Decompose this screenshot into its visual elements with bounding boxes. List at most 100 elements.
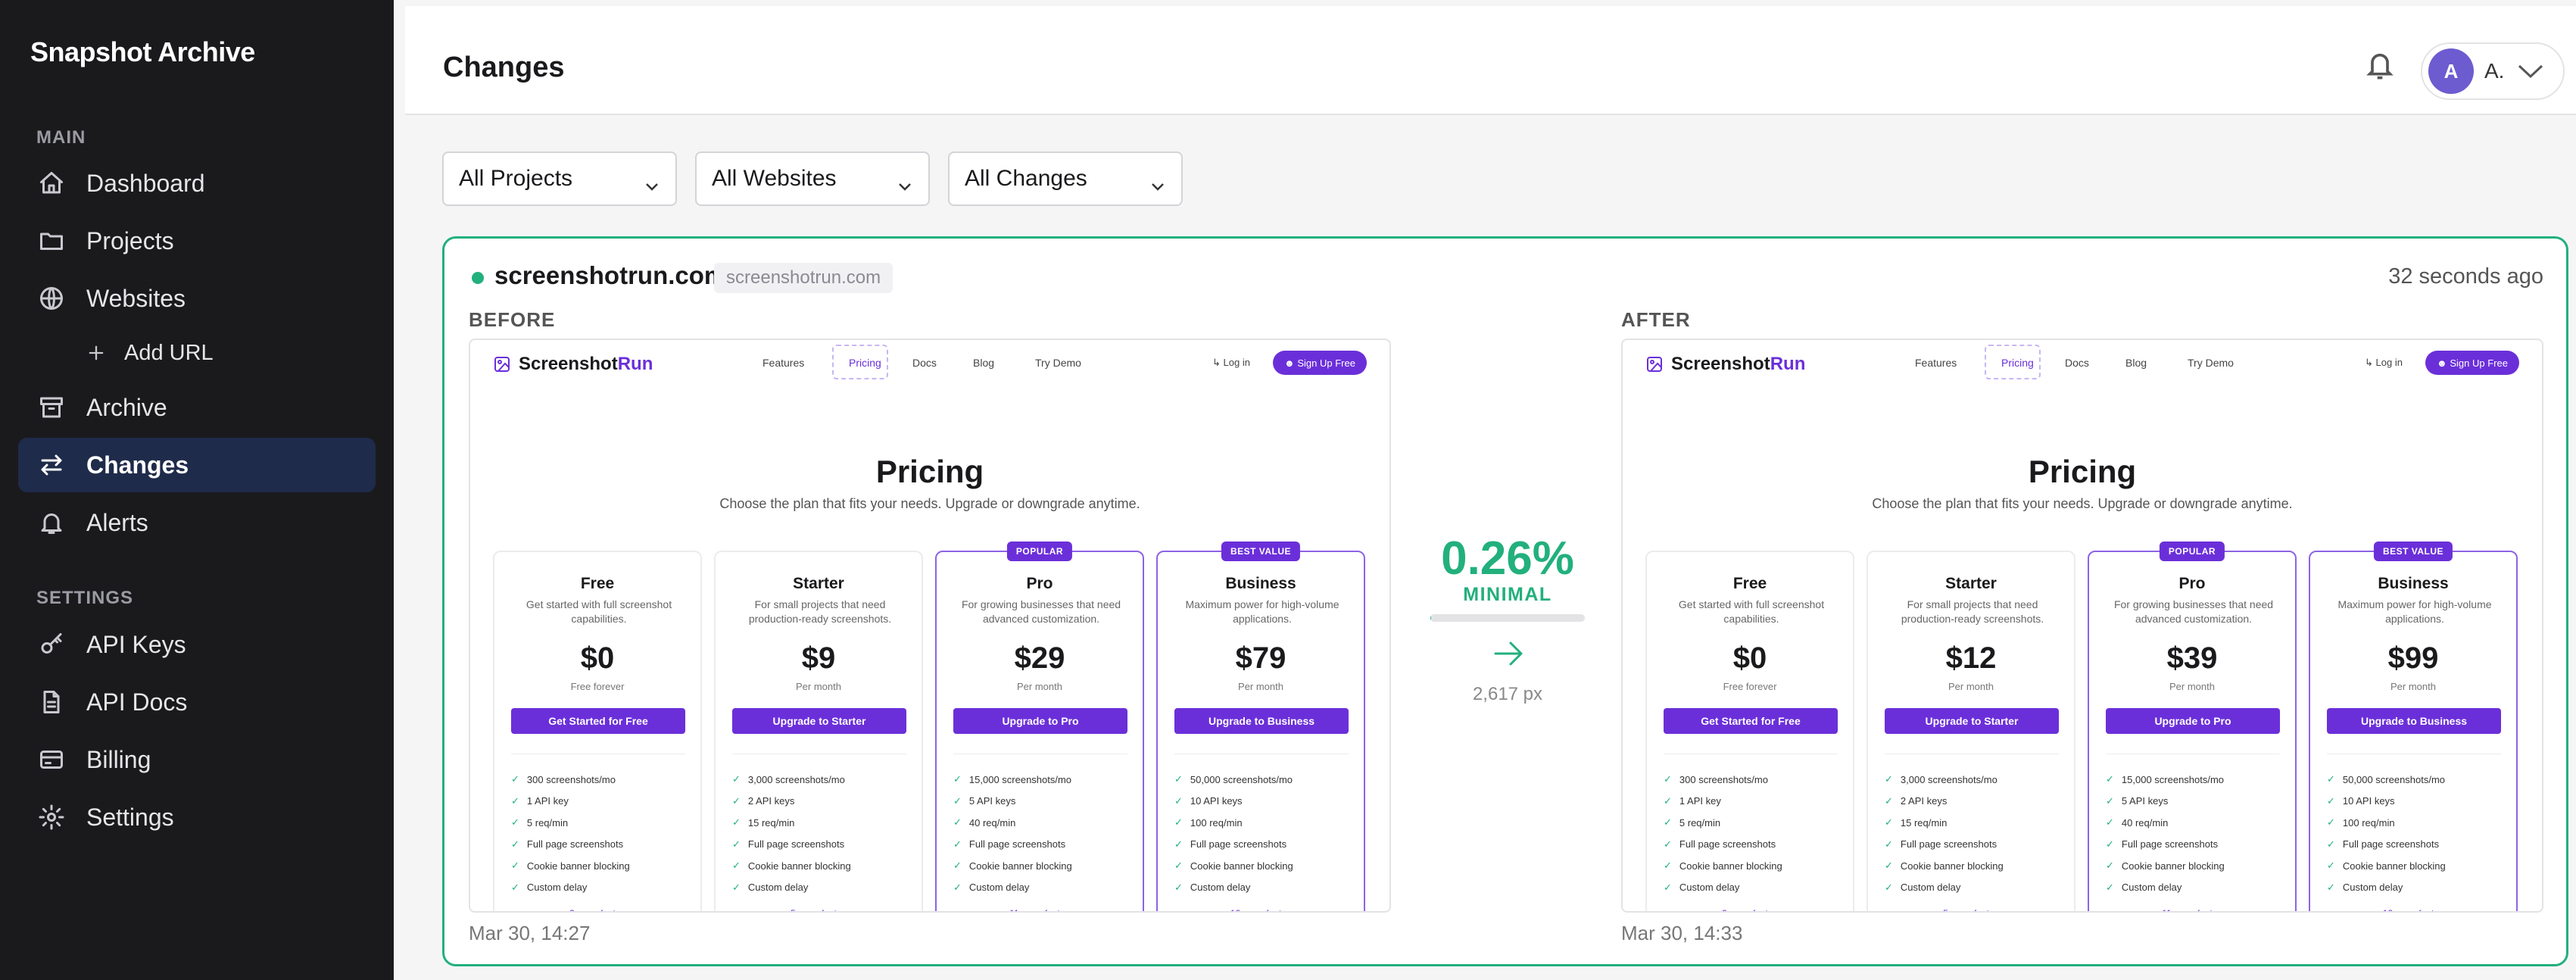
diff-progress-bar [1430,614,1585,622]
plan-feature: ✓ Full page screenshots [732,834,851,856]
chevron-down-icon [898,173,912,191]
top-bar: Changes A A. [405,6,2576,115]
sidebar-item-label: Projects [86,226,174,254]
signup-label: Sign Up Free [1297,357,1355,369]
check-icon: ✓ [1885,860,1893,872]
sidebar-item-label: Alerts [86,508,148,536]
check-icon: ✓ [511,816,519,829]
plan-more-features: + 3 more features [1647,908,1853,911]
plan-feature: ✓ Full page screenshots [2106,834,2225,856]
nav-link: Blog [2125,357,2147,369]
plan-price: $9 [801,641,836,675]
feature-text: Custom delay [1190,882,1251,894]
signup-button: ☻ Sign Up Free [2425,351,2519,375]
plan-feature: ✓ 40 req/min [2106,812,2225,834]
plan-feature: ✓ Custom delay [2106,877,2225,899]
nav-link: Pricing [849,357,881,369]
sidebar-item-label: Websites [86,284,186,312]
check-icon: ✓ [1664,838,1672,850]
nav-link: Pricing [2001,357,2034,369]
website-filter-select[interactable]: All Websites [695,151,930,206]
highlight-box [832,345,888,379]
avatar: A [2428,48,2474,94]
check-icon: ✓ [2327,838,2335,850]
sidebar-item-websites[interactable]: Websites [18,271,376,326]
plan-price: $99 [2387,641,2439,675]
plan-name: Starter [1945,575,1997,592]
plan-feature: ✓ 15 req/min [1885,812,2004,834]
feature-text: Cookie banner blocking [747,860,851,872]
after-screenshot[interactable]: Screenshot Run Features Pricing Docs Blog Try … [1621,339,2543,913]
check-icon: ✓ [1664,773,1672,785]
project-filter-select[interactable]: All Projects [442,151,677,206]
image-icon [1645,355,1664,373]
plan-period: Per month [1948,681,1994,692]
plan-period: Per month [1017,681,1062,692]
plan-description: Get started with full screenshot capabil… [525,598,672,625]
plan-cta-button: Upgrade to Pro [2106,708,2280,734]
feature-text: Cookie banner blocking [1190,860,1293,872]
plan-feature: ✓ Full page screenshots [1885,834,2004,856]
bell-icon [36,507,67,538]
plan-feature: ✓ 15,000 screenshots/mo [2106,769,2225,791]
sidebar-item-projects[interactable]: Projects [18,214,376,268]
plan-feature: ✓ 5 API keys [2106,791,2225,813]
sidebar-item-settings[interactable]: Settings [18,790,376,844]
plan-description: Maximum power for high-volume applicatio… [1185,598,1339,625]
filter-value: All Changes [965,166,1087,191]
chevron-down-icon [645,173,659,191]
feature-text: 15,000 screenshots/mo [2121,773,2225,785]
sidebar-item-archive[interactable]: Archive [18,380,376,435]
before-screenshot[interactable]: Screenshot Run Features Pricing Docs Blog Try … [469,339,1391,913]
plan-feature: ✓ Cookie banner blocking [953,855,1072,877]
nav-link: Docs [912,357,937,369]
plan-price: $12 [1945,641,1997,675]
plan-feature: ✓ Full page screenshots [1664,834,1782,856]
pricing-subheading: Choose the plan that fits your needs. Up… [1872,496,2293,511]
check-icon: ✓ [2106,773,2114,785]
change-filter-select[interactable]: All Changes [948,151,1183,206]
feature-text: Cookie banner blocking [968,860,1072,872]
sidebar-item-api-docs[interactable]: API Docs [18,675,376,729]
feature-text: Custom delay [747,882,809,894]
plan-description: For growing businesses that need advance… [2113,598,2274,625]
site-url-tag: screenshotrun.com [714,263,893,293]
diff-severity: MINIMAL [1463,584,1552,605]
sidebar-item-changes[interactable]: Changes [18,438,376,492]
plan-feature: ✓ Custom delay [1174,877,1293,899]
check-icon: ✓ [511,773,519,785]
sidebar-item-api-keys[interactable]: API Keys [18,617,376,672]
check-icon: ✓ [1885,794,1893,807]
check-icon: ✓ [732,838,741,850]
check-icon: ✓ [1664,860,1672,872]
sidebar-item-label: API Docs [86,688,188,716]
change-card[interactable]: screenshotrun.com screenshotrun.com 32 s… [442,236,2568,966]
plan-feature-list: ✓ 50,000 screenshots/mo ✓ 10 API keys ✓ 100 r… [2327,769,2446,898]
sidebar-item-label: Changes [86,451,189,479]
plan-name: Free [1732,575,1767,592]
sidebar-item-alerts[interactable]: Alerts [18,495,376,550]
credit-card-icon [36,744,67,775]
sidebar-item-label: Archive [86,393,167,421]
feature-text: Cookie banner blocking [1900,860,2004,872]
plan-feature: ✓ 300 screenshots/mo [511,769,630,791]
plan-description: For growing businesses that need advance… [961,598,1121,625]
sidebar-item-add-url[interactable]: Add URL [67,326,376,380]
plan-feature: ✓ 15,000 screenshots/mo [953,769,1072,791]
feature-text: 3,000 screenshots/mo [1900,773,1997,785]
notifications-bell-icon[interactable] [2365,48,2395,83]
plan-feature: ✓ 100 req/min [1174,812,1293,834]
pricing-plan-card: POPULAR Pro For growing businesses that ne… [935,541,1144,911]
sidebar-item-billing[interactable]: Billing [18,732,376,787]
user-name: A. [2484,59,2505,83]
feature-text: 15,000 screenshots/mo [968,773,1072,785]
pricing-plan-card: Starter For small projects that need prod… [1867,551,2075,911]
sidebar-item-dashboard[interactable]: Dashboard [18,156,376,211]
sidebar-item-label: Dashboard [86,169,205,197]
user-menu[interactable]: A A. [2421,42,2565,100]
feature-text: 10 API keys [1190,795,1243,807]
feature-text: 5 API keys [968,795,1016,807]
arrow-right-icon [1491,638,1527,669]
nav-link: Try Demo [2188,357,2234,369]
pricing-plan-card: Starter For small projects that need prod… [714,551,923,911]
